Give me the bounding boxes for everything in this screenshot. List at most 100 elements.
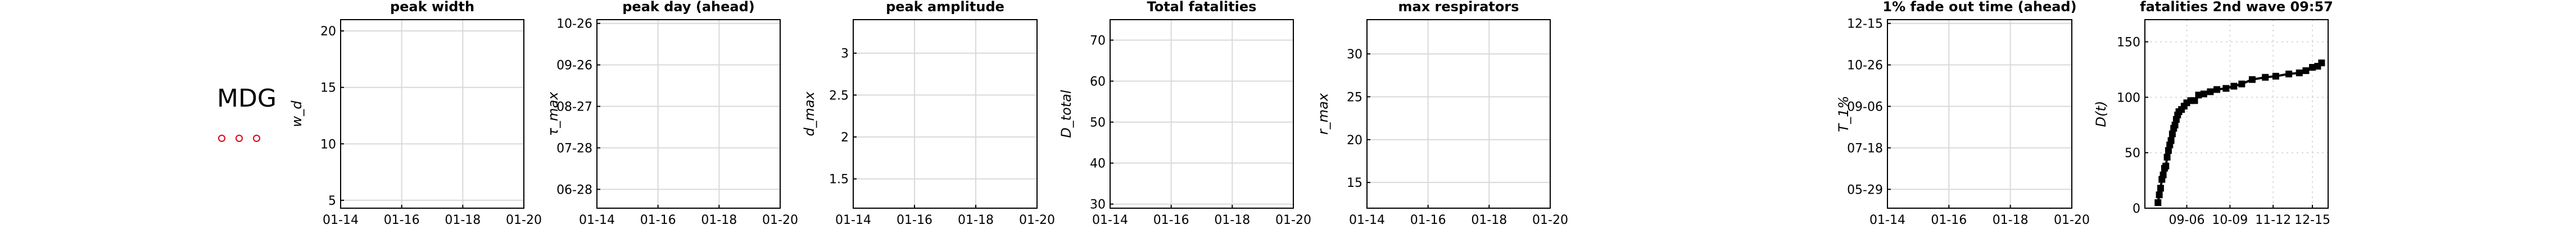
y-tick-label: 3 bbox=[841, 47, 849, 61]
x-tick-label: 01-18 bbox=[958, 213, 994, 227]
axes-frame bbox=[596, 19, 781, 209]
x-tick-label: 01-14 bbox=[835, 213, 871, 227]
y-tick-label: 30 bbox=[1347, 48, 1362, 62]
y-axis-label: r_max bbox=[1315, 93, 1331, 135]
axes-frame bbox=[1887, 19, 2072, 209]
data-point bbox=[2168, 130, 2176, 137]
x-tick-label: 10-09 bbox=[2212, 213, 2248, 227]
x-tick-label: 11-12 bbox=[2255, 213, 2291, 227]
x-tick-label: 09-06 bbox=[2169, 213, 2205, 227]
chart-title: Total fatalities bbox=[1147, 0, 1257, 15]
y-tick-label: 50 bbox=[2125, 146, 2140, 160]
data-point bbox=[2191, 97, 2198, 104]
chart-title: peak day (ahead) bbox=[622, 0, 754, 15]
x-tick-label: 01-16 bbox=[897, 213, 932, 227]
x-tick-label: 01-18 bbox=[445, 213, 481, 227]
y-tick-label: 09-26 bbox=[556, 59, 592, 73]
y-tick-label: 100 bbox=[2117, 91, 2140, 105]
y-tick-label: 07-18 bbox=[1847, 141, 1883, 155]
x-tick-label: 01-20 bbox=[1019, 213, 1055, 227]
y-tick-label: 15 bbox=[1347, 176, 1362, 190]
x-tick-label: 01-16 bbox=[640, 213, 676, 227]
data-point bbox=[2262, 74, 2269, 81]
data-point bbox=[2165, 147, 2172, 154]
y-axis-label: τ_max bbox=[545, 91, 561, 136]
data-point bbox=[2296, 69, 2303, 76]
x-tick-label: 01-16 bbox=[384, 213, 420, 227]
legend-markers bbox=[218, 134, 270, 144]
y-tick-label: 25 bbox=[1347, 90, 1362, 104]
y-tick-label: 12-15 bbox=[1847, 17, 1883, 31]
x-tick-label: 01-18 bbox=[1214, 213, 1250, 227]
y-axis-label: D_total bbox=[1058, 90, 1074, 138]
x-tick-label: 01-14 bbox=[323, 213, 359, 227]
x-tick-label: 01-14 bbox=[1869, 213, 1905, 227]
y-tick-label: 07-28 bbox=[556, 141, 592, 155]
data-point bbox=[2309, 63, 2316, 71]
chart-title: max respirators bbox=[1398, 0, 1519, 15]
chart-title: peak amplitude bbox=[886, 0, 1004, 15]
chart-title: fatalities 2nd wave 09:57 bbox=[2140, 0, 2333, 15]
x-tick-label: 01-14 bbox=[1092, 213, 1128, 227]
data-point bbox=[2238, 80, 2245, 88]
y-tick-label: 06-28 bbox=[556, 183, 592, 197]
y-tick-label: 40 bbox=[1090, 157, 1106, 171]
x-tick-label: 01-14 bbox=[1349, 213, 1385, 227]
axes-frame bbox=[1366, 19, 1551, 209]
data-point bbox=[2156, 191, 2163, 199]
data-point bbox=[2318, 59, 2325, 67]
x-tick-label: 01-16 bbox=[1410, 213, 1446, 227]
y-axis-label: w_d bbox=[289, 100, 305, 127]
y-tick-label: 10 bbox=[320, 137, 336, 152]
x-tick-label: 01-14 bbox=[579, 213, 615, 227]
data-point bbox=[2285, 70, 2293, 77]
y-tick-label: 08-27 bbox=[556, 100, 592, 114]
y-tick-label: 0 bbox=[2133, 202, 2140, 216]
y-tick-label: 05-29 bbox=[1847, 183, 1883, 197]
y-tick-label: 60 bbox=[1090, 75, 1106, 89]
legend-marker bbox=[253, 135, 260, 142]
data-point bbox=[2160, 171, 2167, 178]
y-tick-label: 2.5 bbox=[829, 89, 849, 103]
y-tick-label: 09-06 bbox=[1847, 100, 1883, 114]
x-tick-label: 01-18 bbox=[1993, 213, 2029, 227]
x-tick-label: 01-20 bbox=[1532, 213, 1568, 227]
data-point bbox=[2167, 137, 2175, 144]
chart-title: 1% fade out time (ahead) bbox=[1882, 0, 2076, 15]
axes-frame bbox=[853, 19, 1038, 209]
x-tick-label: 01-20 bbox=[506, 213, 542, 227]
data-point bbox=[2272, 72, 2279, 80]
data-point bbox=[2213, 86, 2221, 93]
data-point bbox=[2195, 91, 2202, 99]
data-point bbox=[2222, 85, 2230, 92]
data-point bbox=[2157, 185, 2164, 192]
x-tick-label: 12-15 bbox=[2294, 213, 2330, 227]
y-tick-label: 20 bbox=[320, 25, 336, 39]
data-point bbox=[2302, 67, 2310, 74]
y-tick-label: 20 bbox=[1347, 134, 1362, 148]
data-point bbox=[2207, 88, 2214, 95]
country-label: MDG bbox=[217, 84, 277, 113]
x-tick-label: 01-16 bbox=[1931, 213, 1967, 227]
y-tick-label: 30 bbox=[1090, 198, 1106, 212]
axes-frame bbox=[2144, 19, 2329, 209]
data-point bbox=[2171, 121, 2179, 129]
axes-frame bbox=[340, 19, 524, 209]
data-point bbox=[2162, 162, 2170, 169]
x-tick-label: 01-20 bbox=[2054, 213, 2090, 227]
y-tick-label: 150 bbox=[2117, 36, 2140, 50]
y-tick-label: 5 bbox=[328, 194, 336, 208]
y-tick-label: 50 bbox=[1090, 116, 1106, 130]
y-axis-label: d_max bbox=[802, 91, 817, 136]
y-tick-label: 70 bbox=[1090, 34, 1106, 48]
y-axis-label: D(t) bbox=[2093, 101, 2109, 127]
y-axis-label: T_1% bbox=[1836, 96, 1851, 132]
legend-marker bbox=[218, 135, 225, 142]
x-tick-label: 01-16 bbox=[1153, 213, 1189, 227]
chart-title: peak width bbox=[390, 0, 474, 15]
y-tick-label: 10-26 bbox=[1847, 59, 1883, 73]
x-tick-label: 01-18 bbox=[701, 213, 737, 227]
x-tick-label: 01-20 bbox=[762, 213, 798, 227]
legend-marker bbox=[236, 135, 243, 142]
